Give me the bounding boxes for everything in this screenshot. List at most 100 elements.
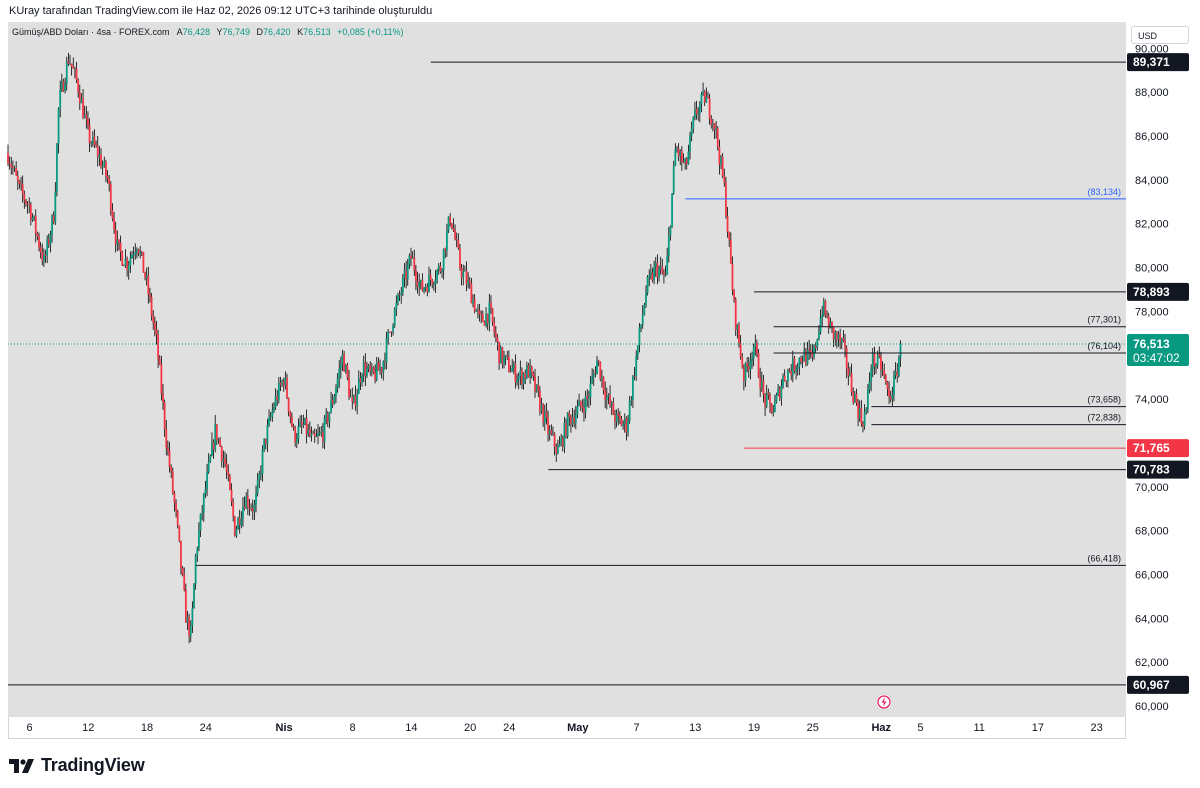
candle-body [651,272,654,281]
price-tags-layer: 89,371 78,893 71,765 70,783 60,967 76,51303:4… [1127,53,1189,694]
candle-body [796,366,799,369]
candle-body [819,317,822,333]
candle-body [707,96,709,98]
x-tick-label: Nis [276,722,293,734]
candle-body [449,216,452,224]
candle-body [560,437,563,445]
legend-symbol: Gümüş/ABD Doları · 4sa · FOREX.com [12,27,170,37]
candle-body [29,204,32,220]
candle-body [87,118,89,126]
candle-body [243,506,246,509]
candle-body [633,375,636,377]
candle-body [597,360,600,362]
candle-body [457,240,460,249]
candle-body [741,357,744,368]
candle-body [129,258,132,266]
candle-body [556,447,559,454]
candle-body [617,413,620,416]
candle-body [690,128,693,136]
x-tick-label: 25 [807,722,819,734]
x-tick-label: 19 [748,722,760,734]
candle-body [765,392,768,407]
candle-body [798,358,801,367]
candle-body [157,334,160,359]
candle-body [695,108,698,115]
candle-body [297,426,300,440]
candle-body [529,366,532,378]
candle-body [144,272,146,279]
candle-body [54,191,57,223]
candle-body [238,518,241,526]
candle-body [444,248,447,252]
candle-body [375,362,378,381]
candle-body [36,233,39,237]
candle-body [716,128,719,147]
candle-body [760,380,763,389]
candle-body [271,410,274,417]
candle-body [539,391,541,412]
candle-body [106,175,109,179]
x-axis[interactable]: 6 12 18 24 Nis 8 14 20 24 May 7 13 19 25 Haz 5 11 17 23 [26,722,1102,734]
candle-body [782,375,784,386]
y-tick-label: 82,000 [1135,219,1169,231]
candle-body [387,331,390,339]
candle-body [459,248,461,269]
candle-body [893,375,895,396]
candle-body [83,114,86,118]
candle-body [772,411,775,414]
candle-body [850,372,853,393]
candle-body [640,324,642,328]
bolt-icon[interactable] [875,693,893,711]
candle-body [289,411,292,418]
candle-body [844,340,846,349]
candle-body [217,439,220,441]
candle-body [596,360,598,375]
candle-body [733,290,735,300]
candle-body [770,403,773,414]
level-label: (83,134) [1087,187,1121,197]
y-axis[interactable]: 60,00062,00064,00066,00068,00070,00072,0… [1135,43,1169,713]
candle-body [880,356,882,370]
candle-body [390,331,393,333]
candle-body [171,471,174,493]
candle-body [561,437,564,447]
candle-body [242,506,244,519]
candle-body [401,278,404,293]
candle-body [791,358,794,376]
candle-body [470,283,473,304]
candle-body [697,113,700,115]
candle-body [610,402,613,406]
candle-body [149,294,151,297]
candle-body [514,363,517,383]
candle-body [581,406,584,408]
candle-body [10,164,13,168]
level-label: (72,838) [1087,413,1121,423]
candle-body [618,415,621,420]
candle-body [436,270,439,280]
candle-body [258,473,261,480]
candle-body [625,418,628,433]
candle-body [503,356,505,365]
tradingview-branding[interactable]: TradingView [9,755,145,776]
candle-body [669,226,672,236]
candle-body [230,489,233,503]
x-tick-label: 14 [405,722,417,734]
y-tick-label: 74,000 [1135,394,1169,406]
candle-body [421,280,424,291]
legend-close-label: K [297,27,303,37]
candle-body [751,358,753,361]
candle-body [202,493,205,513]
candle-body [388,331,391,333]
level-price-tag-text: 71,765 [1133,441,1170,455]
candle-body [392,325,394,332]
candle-body [69,63,71,65]
candle-body [426,286,429,293]
candle-body [118,239,120,243]
candle-body [395,302,398,310]
candle-body [299,422,301,427]
candle-body [767,392,770,396]
candle-body [689,135,691,152]
candle-body [423,287,425,291]
currency-button[interactable]: USD [1131,26,1189,44]
